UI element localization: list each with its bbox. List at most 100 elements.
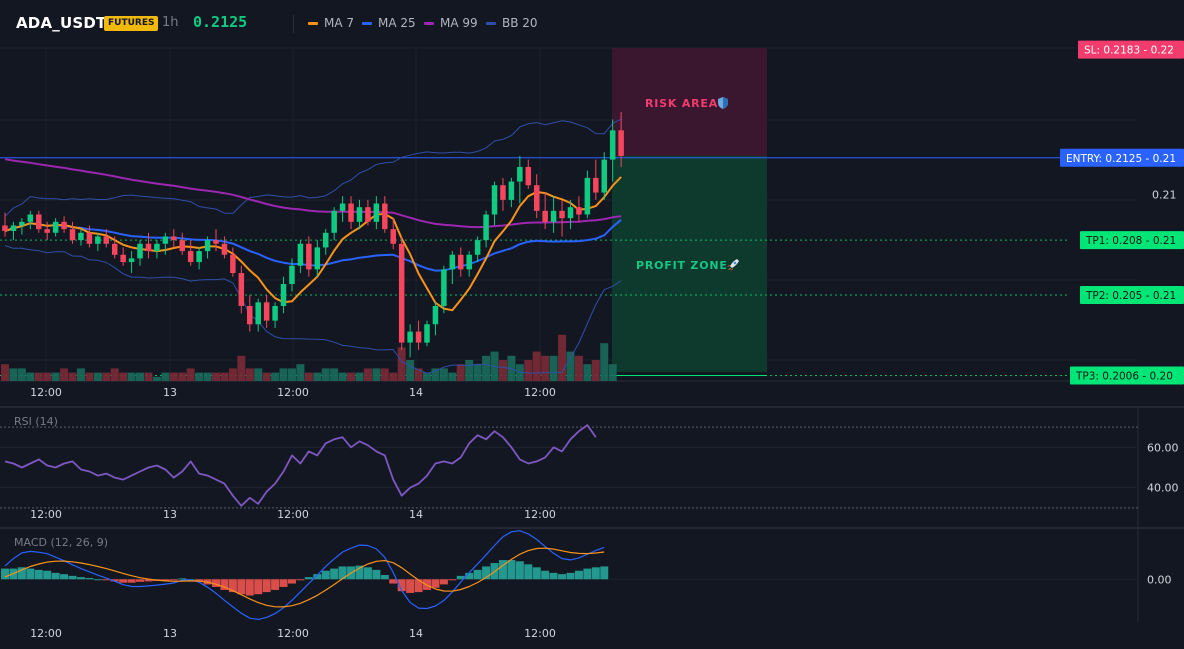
candle-body: [339, 203, 346, 211]
timeframe-label[interactable]: 1h: [162, 15, 179, 30]
chart-header: ADA_USDT FUTURES 1h 0.2125 MA 7 MA 25 MA…: [0, 0, 1184, 48]
price-axis[interactable]: 0.21 SL: 0.2183 - 0.22 ENTRY: 0.2125 - 0.2…: [1060, 40, 1184, 385]
candle-body: [27, 214, 34, 222]
macd-histogram-bar: [321, 570, 330, 580]
candle-body: [415, 331, 422, 343]
volume-bar: [161, 372, 170, 381]
legend-swatch: [308, 22, 318, 25]
stop-loss-price-tag: SL: 0.2183 - 0.22: [1084, 45, 1174, 57]
volume-bars: [1, 334, 617, 381]
macd-histogram-bar: [456, 575, 465, 580]
rocket-icon: [727, 259, 739, 271]
bollinger-bands: [4, 118, 622, 374]
candle-body: [52, 221, 59, 233]
macd-histogram-bar: [245, 579, 254, 596]
volume-bar: [347, 372, 356, 381]
legend-ma99[interactable]: MA 99: [424, 16, 478, 30]
legend-swatch: [486, 22, 496, 25]
entry-price-tag-bg: [1060, 148, 1184, 167]
volume-bar: [212, 372, 220, 381]
legend-bb20[interactable]: BB 20: [486, 16, 538, 30]
volume-bar: [279, 368, 288, 381]
macd-histogram-bar: [304, 577, 313, 580]
volume-bar: [414, 368, 423, 381]
candle-body: [500, 185, 506, 200]
volume-bar: [524, 360, 533, 381]
macd-histogram-bar: [102, 579, 111, 581]
macd-histogram-bar: [110, 579, 119, 582]
volume-bar: [448, 372, 457, 381]
candle-body: [230, 254, 236, 274]
candle-body: [382, 203, 388, 230]
macd-histogram-bar: [583, 568, 592, 580]
price-tick-label: 0.21: [1152, 188, 1177, 201]
rsi-title: RSI (14): [14, 415, 58, 428]
macd-histogram-bar: [515, 561, 524, 580]
time-axis-label: 12:00: [277, 627, 309, 640]
rsi-line: [4, 424, 597, 507]
stop-loss-price-tag-bg: [1078, 40, 1184, 59]
legend-ma25[interactable]: MA 25: [362, 16, 416, 30]
candle-body: [297, 243, 304, 266]
symbol-name[interactable]: ADA_USDT: [16, 14, 107, 32]
candle-body: [576, 207, 582, 215]
macd-histogram-bar: [60, 574, 69, 580]
legend-label: MA 7: [324, 16, 355, 30]
macd-histogram-bar: [549, 572, 558, 580]
candle-body: [618, 130, 624, 156]
volume-bar: [262, 372, 271, 381]
macd-histogram-bar: [161, 579, 170, 581]
candle-body: [306, 243, 312, 270]
macd-histogram-bar: [330, 568, 339, 580]
candlesticks: [2, 112, 624, 358]
time-axis-label: 14: [409, 627, 423, 640]
volume-bar: [296, 364, 305, 381]
macd-histogram-bar: [498, 560, 507, 580]
volume-bar: [330, 368, 339, 381]
macd-histogram-bar: [380, 575, 389, 580]
legend-label: MA 25: [378, 16, 416, 30]
trade-zones: RISK AREA PROFIT ZONE: [612, 48, 767, 372]
tp3-price-tag: TP3: 0.2006 - 0.20: [1075, 371, 1173, 383]
volume-bar: [558, 334, 567, 381]
candle-body: [449, 254, 456, 270]
macd-histogram-bar: [195, 579, 204, 582]
candle-body: [559, 210, 565, 219]
volume-bar: [431, 368, 440, 381]
macd-histogram-bar: [237, 579, 246, 595]
candle-body: [128, 258, 135, 263]
volume-bar: [85, 372, 94, 381]
candle-body: [95, 236, 101, 244]
macd-histogram-bar: [566, 572, 575, 580]
legend-label: MA 99: [440, 16, 478, 30]
candle-body: [187, 251, 194, 263]
volume-bar: [68, 372, 77, 381]
macd-histogram-bar: [406, 579, 415, 593]
macd-histogram-bar: [1, 568, 9, 580]
volume-bar: [1, 364, 9, 381]
candle-body: [19, 221, 25, 226]
candle-body: [103, 236, 110, 244]
macd-histogram-bar: [85, 577, 94, 580]
volume-bar: [237, 355, 246, 381]
time-axis-label: 12:00: [277, 386, 309, 399]
volume-bar: [600, 343, 609, 381]
volume-bar: [583, 364, 592, 381]
macd-panel[interactable]: 0.00: [0, 530, 1172, 620]
legend-ma7[interactable]: MA 7: [308, 16, 354, 30]
candle-body: [525, 166, 532, 186]
macd-line: [4, 530, 605, 620]
macd-histogram-bar: [51, 572, 60, 580]
volume-bar: [144, 372, 153, 381]
volume-bar: [355, 372, 364, 381]
macd-tick-label: 0.00: [1147, 573, 1172, 586]
rsi-panel[interactable]: 60.00 40.00: [0, 424, 1179, 509]
macd-histogram-bar: [558, 574, 567, 580]
macd-histogram-bar: [431, 579, 440, 588]
candle-body: [550, 210, 557, 222]
legend-label: BB 20: [502, 16, 538, 30]
volume-bar: [608, 364, 617, 381]
volume-bar: [203, 372, 212, 381]
tp2-price-tag-bg: [1080, 286, 1184, 305]
